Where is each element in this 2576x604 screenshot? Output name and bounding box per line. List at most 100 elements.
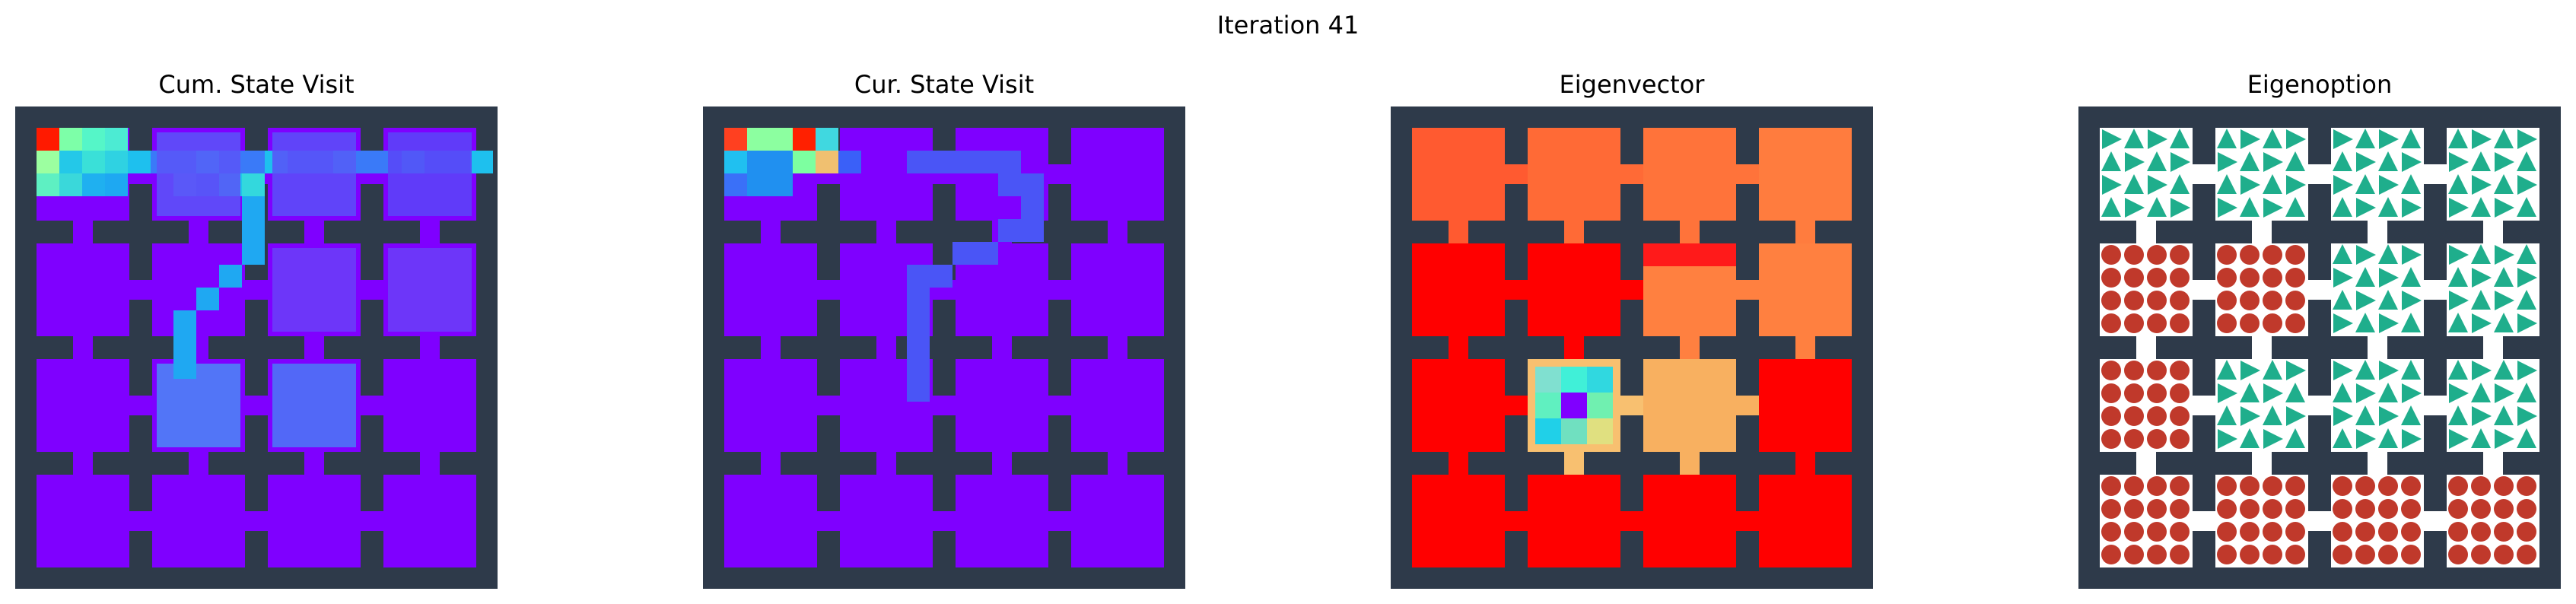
terminal-state-marker	[2378, 476, 2398, 496]
maze-doorway	[992, 452, 1012, 475]
visit-cell	[724, 128, 747, 151]
option-arrow	[2449, 383, 2469, 403]
terminal-state-marker	[2333, 499, 2352, 519]
terminal-state-marker	[2285, 245, 2305, 265]
maze-doorway	[189, 221, 208, 243]
terminal-state-marker	[2285, 268, 2305, 288]
terminal-state-marker	[2170, 383, 2190, 403]
visit-room-shade	[388, 248, 472, 332]
maze-room-cell	[1071, 243, 1164, 336]
option-arrow	[2517, 428, 2536, 448]
maze-room-cell	[840, 475, 933, 567]
visit-room-shade	[157, 364, 240, 447]
option-arrow	[2355, 267, 2375, 287]
option-arrow	[2240, 383, 2260, 402]
terminal-state-marker	[2263, 313, 2282, 333]
terminal-state-marker	[2101, 313, 2121, 333]
maze-doorway	[1736, 280, 1759, 300]
maze-doorway	[1564, 221, 1584, 243]
terminal-state-marker	[2101, 522, 2121, 542]
maze-doorway	[129, 396, 152, 415]
maze-room-cell	[1759, 128, 1852, 221]
terminal-state-marker	[2285, 545, 2305, 564]
maze-doorway	[1108, 452, 1127, 475]
terminal-state-marker	[2240, 476, 2260, 496]
visit-room-shade	[157, 132, 240, 216]
visit-cell	[907, 151, 930, 173]
terminal-state-marker	[2494, 476, 2514, 496]
maze-doorway	[1048, 511, 1071, 531]
option-arrow	[2517, 151, 2536, 171]
option-arrow	[2448, 405, 2468, 425]
terminal-state-marker	[2147, 383, 2167, 403]
terminal-state-marker	[2471, 522, 2491, 542]
option-arrow	[2148, 129, 2167, 149]
option-arrow	[2517, 197, 2536, 217]
maze-doorway	[876, 452, 896, 475]
option-arrow	[2494, 313, 2514, 332]
eigen-cell	[1535, 367, 1561, 393]
visit-cell	[747, 128, 770, 151]
option-arrow	[2286, 406, 2306, 426]
option-arrow	[2448, 313, 2468, 332]
maze-doorway	[361, 511, 383, 531]
visit-cell	[219, 265, 242, 288]
maze-doorway	[1736, 396, 1759, 415]
eigen-cell	[1587, 367, 1613, 393]
option-arrow	[2171, 198, 2190, 218]
option-arrow	[2378, 290, 2398, 310]
cumulative-state-visit-heatmap	[15, 106, 498, 589]
option-arrow	[2471, 197, 2491, 217]
option-arrow	[2217, 360, 2237, 380]
terminal-state-marker	[2147, 545, 2167, 564]
option-arrow	[2263, 383, 2283, 403]
maze-doorway	[1108, 221, 1127, 243]
option-arrow	[2401, 174, 2421, 194]
terminal-state-marker	[2355, 545, 2375, 564]
maze-doorway	[2252, 221, 2272, 243]
option-arrow	[2356, 383, 2376, 403]
option-arrow	[2333, 129, 2353, 149]
panel-4-title: Eigenoption	[2247, 70, 2393, 99]
maze-room-cell	[1759, 243, 1852, 336]
option-arrow	[2472, 406, 2492, 426]
option-arrow	[2356, 245, 2376, 265]
visit-cell	[82, 173, 105, 196]
terminal-state-marker	[2240, 522, 2260, 542]
terminal-state-marker	[2517, 499, 2536, 519]
terminal-state-marker	[2448, 476, 2468, 496]
eigenoption-quiver-plot	[2078, 106, 2561, 589]
maze-doorway	[1620, 396, 1643, 415]
terminal-state-marker	[2263, 268, 2282, 288]
visit-cell	[724, 151, 747, 173]
option-arrow	[2495, 429, 2514, 449]
maze-doorway	[2136, 221, 2156, 243]
option-arrow	[2286, 361, 2306, 380]
option-arrow	[2124, 174, 2144, 194]
option-arrow	[2472, 129, 2492, 149]
maze-doorway	[1449, 221, 1468, 243]
maze-doorway	[992, 336, 1012, 359]
maze-doorway	[761, 336, 781, 359]
terminal-state-marker	[2263, 545, 2282, 564]
visit-cell	[816, 151, 838, 173]
option-arrow	[2402, 291, 2422, 310]
terminal-state-marker	[2124, 522, 2144, 542]
maze-doorway	[1620, 511, 1643, 531]
panel-3-title: Eigenvector	[1560, 70, 1706, 99]
terminal-state-marker	[2494, 545, 2514, 564]
option-arrow	[2471, 151, 2491, 171]
terminal-state-marker	[2217, 522, 2237, 542]
option-arrow	[2125, 198, 2145, 218]
maze-doorway	[2308, 164, 2331, 184]
visit-cell	[907, 333, 930, 356]
visit-cell	[37, 173, 59, 196]
option-arrow	[2240, 151, 2260, 171]
eigen-cell	[1587, 418, 1613, 444]
terminal-state-marker	[2401, 476, 2421, 496]
maze-room-cell	[37, 243, 129, 336]
option-arrow	[2240, 175, 2260, 195]
maze-room-cell	[152, 475, 245, 567]
terminal-state-marker	[2124, 383, 2144, 403]
option-arrow	[2240, 428, 2260, 448]
